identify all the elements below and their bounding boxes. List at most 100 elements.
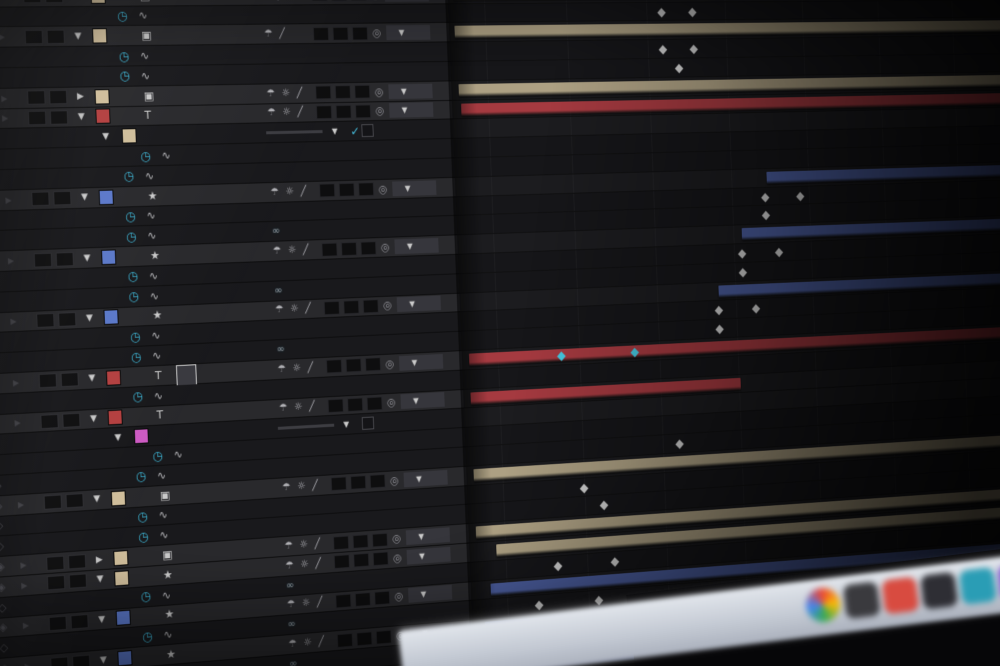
shy-icon[interactable]: ☂ — [278, 402, 288, 415]
link-dimensions-icon[interactable]: ∞ — [285, 579, 295, 592]
switch-box[interactable] — [362, 299, 379, 314]
graph-icon[interactable]: ∿ — [158, 508, 168, 523]
switch-box[interactable] — [323, 300, 341, 316]
shy-icon[interactable]: ☂ — [272, 245, 282, 257]
layer-color-swatch[interactable] — [103, 308, 119, 328]
quality-icon[interactable]: ╱ — [297, 107, 304, 119]
switch-box[interactable] — [374, 590, 391, 606]
switch-box[interactable] — [312, 26, 330, 41]
layer-collapse-arrow-icon[interactable]: ▶ — [17, 499, 25, 510]
layer-switches[interactable]: ☂ ☼ ╱ — [288, 632, 324, 654]
property-value[interactable]: ∞ — [287, 615, 300, 635]
parent-dropdown[interactable]: ▼ — [403, 469, 448, 488]
switch-box[interactable] — [333, 554, 351, 570]
property-value[interactable]: ∞ — [289, 654, 302, 666]
property-value[interactable] — [268, 143, 269, 162]
graph-icon[interactable]: ∿ — [148, 268, 159, 283]
switch-box[interactable] — [372, 551, 389, 567]
switch-box[interactable] — [315, 85, 332, 100]
solo-toggle-box[interactable] — [53, 190, 72, 206]
collapse-transformations-icon[interactable]: ☼ — [293, 402, 303, 414]
mask-mode-dropdown[interactable] — [266, 130, 323, 135]
switch-box[interactable] — [364, 357, 382, 372]
stopwatch-icon[interactable]: ◷ — [130, 349, 142, 364]
pickwhip-icon[interactable]: ◎ — [378, 182, 388, 196]
audio-toggle-box[interactable] — [31, 191, 50, 207]
solo-toggle-box[interactable] — [48, 89, 68, 105]
parent-dropdown[interactable]: ▼ — [384, 0, 429, 2]
stopwatch-icon[interactable]: ◷ — [132, 389, 143, 404]
stopwatch-icon[interactable]: ◷ — [140, 589, 152, 604]
parent-dropdown[interactable]: ▼ — [398, 353, 443, 371]
switch-box[interactable] — [366, 396, 383, 411]
keyframe-diamond[interactable] — [658, 45, 668, 55]
expander-down-icon[interactable]: ▼ — [102, 131, 110, 142]
quality-icon[interactable]: ╱ — [300, 185, 307, 197]
expander-down-icon[interactable]: ▼ — [73, 0, 81, 6]
layer-name[interactable] — [166, 106, 167, 125]
layer-switches[interactable]: ☂ ☼ ╱ — [275, 300, 311, 320]
keyframe-diamond[interactable] — [553, 561, 563, 571]
collapse-transformations-icon[interactable]: ☼ — [296, 480, 306, 493]
av-feature-boxes[interactable] — [48, 611, 92, 634]
layer-collapse-arrow-icon[interactable]: ▶ — [24, 657, 31, 666]
layer-name[interactable] — [183, 544, 184, 563]
audio-toggle-box[interactable] — [50, 655, 69, 666]
pickwhip-icon[interactable]: ◎ — [380, 240, 390, 254]
layer-collapse-arrow-icon[interactable]: ▶ — [21, 580, 28, 591]
pickwhip-icon[interactable]: ◎ — [372, 26, 382, 40]
audio-toggle-box[interactable] — [33, 252, 53, 268]
quality-icon[interactable]: ╱ — [316, 597, 323, 609]
layer-collapse-arrow-icon[interactable]: ▶ — [5, 195, 12, 205]
av-feature-boxes[interactable] — [46, 551, 90, 573]
layer-name[interactable] — [181, 485, 182, 504]
graph-icon[interactable]: ∿ — [159, 528, 169, 542]
layer-color-swatch[interactable] — [107, 408, 123, 428]
layer-collapse-arrow-icon[interactable]: ▶ — [20, 560, 27, 570]
solo-toggle-box[interactable] — [72, 654, 91, 666]
switch-box[interactable] — [332, 26, 349, 41]
solo-toggle-box[interactable] — [49, 110, 69, 125]
switch-boxes[interactable] — [311, 0, 367, 4]
layer-name[interactable] — [178, 405, 179, 424]
keyframe-diamond[interactable] — [715, 324, 724, 335]
shy-icon[interactable]: ☂ — [263, 28, 273, 40]
solo-toggle-box[interactable] — [46, 29, 65, 44]
link-dimensions-icon[interactable]: ∞ — [287, 618, 296, 631]
quality-icon[interactable]: ╱ — [304, 303, 312, 315]
keyframe-navigator-icon[interactable]: ◇ — [0, 476, 2, 496]
expander-down-icon[interactable]: ▼ — [83, 252, 91, 264]
expander-down-icon[interactable]: ▼ — [74, 31, 82, 42]
keyframe-diamond[interactable] — [796, 191, 805, 201]
layer-name[interactable] — [161, 0, 162, 5]
keyframe-diamond[interactable] — [751, 304, 761, 314]
switch-box[interactable] — [360, 240, 377, 256]
keyframe-navigator-icon[interactable]: ◇ — [0, 600, 7, 615]
graph-icon[interactable]: ∿ — [173, 447, 183, 462]
solo-toggle-box[interactable] — [60, 372, 79, 388]
switch-box[interactable] — [369, 474, 386, 489]
audio-toggle-box[interactable] — [27, 90, 46, 106]
switch-box[interactable] — [335, 104, 352, 119]
layer-color-swatch[interactable] — [114, 568, 130, 588]
chrome-icon[interactable] — [804, 586, 842, 624]
stopwatch-icon[interactable]: ◷ — [124, 209, 136, 224]
audio-toggle-box[interactable] — [46, 555, 65, 571]
mask-name[interactable] — [143, 126, 144, 145]
inverted-checkbox[interactable] — [361, 124, 374, 138]
graph-icon[interactable]: ∿ — [149, 288, 160, 303]
property-value[interactable] — [280, 439, 281, 458]
expander-down-icon[interactable]: ▼ — [99, 654, 107, 666]
parent-dropdown[interactable]: ▼ — [388, 102, 434, 119]
stopwatch-icon[interactable]: ◷ — [125, 229, 137, 244]
layer-color-swatch[interactable] — [110, 488, 127, 508]
pickwhip-icon[interactable]: ◎ — [392, 531, 402, 546]
pickwhip-icon[interactable]: ◎ — [374, 85, 384, 99]
parent-dropdown[interactable]: ▼ — [400, 392, 445, 410]
graph-icon[interactable]: ∿ — [139, 49, 150, 63]
collapse-transformations-icon[interactable]: ☼ — [300, 558, 309, 571]
graph-icon[interactable]: ∿ — [161, 588, 172, 602]
mask-name[interactable] — [155, 426, 156, 445]
layer-collapse-arrow-icon[interactable]: ▶ — [10, 317, 17, 327]
visibility-eye-icon[interactable]: ◈ — [0, 658, 9, 666]
